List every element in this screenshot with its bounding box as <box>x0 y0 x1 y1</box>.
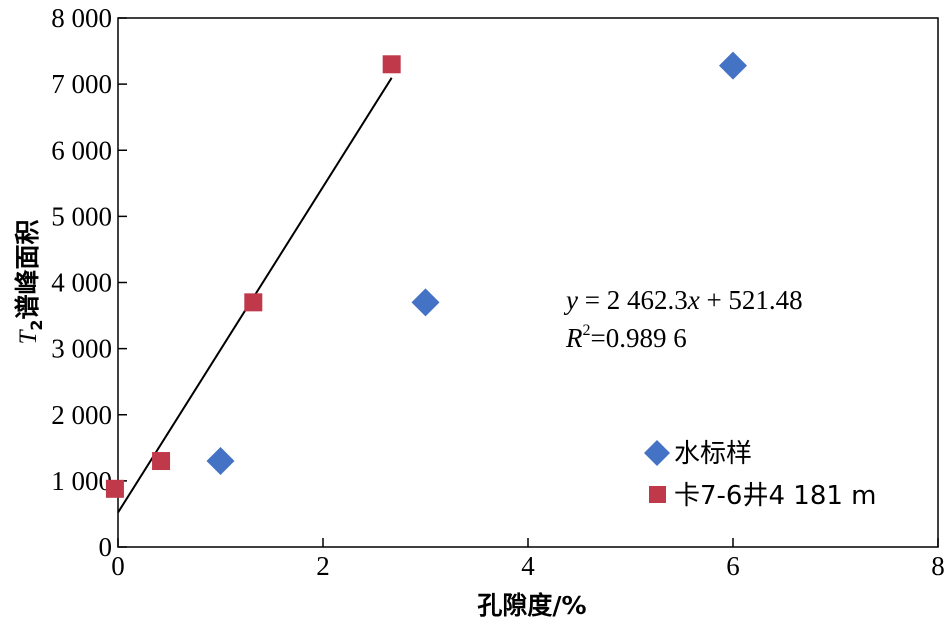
r-squared: R2=0.989 6 <box>565 322 687 353</box>
y-tick-label: 3 000 <box>51 334 112 364</box>
y-axis-title-italic: T <box>15 329 42 345</box>
x-tick-label: 0 <box>111 551 125 581</box>
y-axis-title-subscript: 2 <box>27 319 46 330</box>
r-symbol: R <box>565 323 583 353</box>
data-point-water-standard <box>719 51 747 80</box>
x-tick-label: 6 <box>726 551 740 581</box>
plot-area <box>117 17 939 548</box>
data-points <box>105 51 747 498</box>
r-value: =0.989 6 <box>591 323 687 353</box>
y-tick-label: 0 <box>99 532 113 562</box>
y-tick-label: 1 000 <box>51 466 112 496</box>
x-axis: 0 2 4 6 8 <box>111 538 945 581</box>
regression-equation: y = 2 462.3x + 521.48 <box>563 285 803 315</box>
y-axis-title: T2谱峰面积 <box>13 219 46 344</box>
legend-marker-water-standard <box>644 440 670 466</box>
r-superscript: 2 <box>583 322 591 339</box>
legend-marker-well-sample <box>649 486 666 503</box>
eq-y-symbol: y <box>563 285 578 315</box>
data-point-well-sample <box>382 55 401 74</box>
eq-x-symbol: x <box>687 285 700 315</box>
x-tick-label: 8 <box>931 551 945 581</box>
data-point-water-standard <box>206 447 235 476</box>
eq-coefficient: = 2 462.3 <box>578 285 688 315</box>
eq-intercept: + 521.48 <box>700 285 803 315</box>
y-tick-label: 2 000 <box>51 400 112 430</box>
data-point-well-sample <box>244 293 263 312</box>
y-tick-label: 8 000 <box>51 3 112 33</box>
x-tick-label: 4 <box>521 551 535 581</box>
y-tick-label: 5 000 <box>51 201 112 231</box>
y-tick-label: 7 000 <box>51 69 112 99</box>
y-tick-label: 4 000 <box>51 268 112 298</box>
data-point-well-sample <box>105 479 124 498</box>
y-axis: 0 1 000 2 000 3 000 4 000 5 000 6 000 7 000 8 00… <box>51 3 127 562</box>
legend-label-well-sample: 卡7-6井4 181 m <box>674 481 877 511</box>
data-point-water-standard <box>411 288 440 317</box>
x-axis-title: 孔隙度/% <box>477 591 586 620</box>
x-tick-label: 2 <box>316 551 330 581</box>
y-tick-label: 6 000 <box>51 135 112 165</box>
data-point-well-sample <box>152 452 171 471</box>
y-axis-title-rest: 谱峰面积 <box>13 219 42 319</box>
plot-border <box>117 17 939 548</box>
legend: 水标样 卡7-6井4 181 m <box>644 439 877 511</box>
legend-label-water-standard: 水标样 <box>674 439 752 469</box>
